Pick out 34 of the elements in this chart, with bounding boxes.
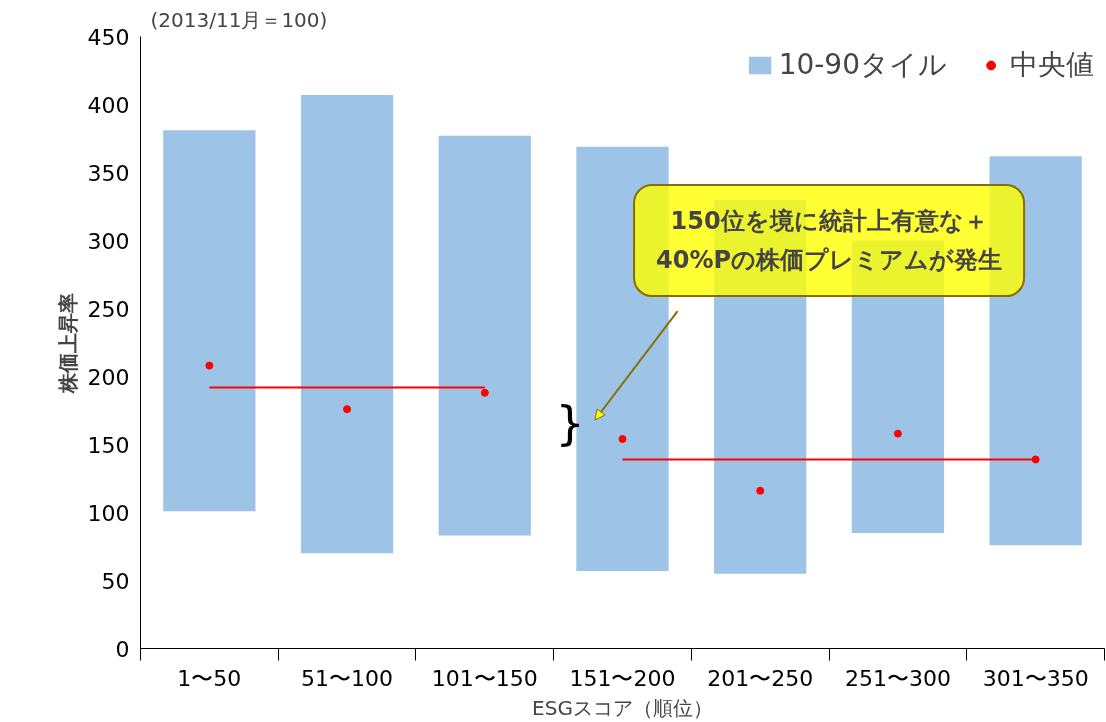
point: [205, 361, 214, 370]
x-axis-title: ESGスコア（順位）: [532, 695, 713, 720]
point: [1031, 455, 1040, 464]
y-tick-label: 50: [101, 568, 130, 594]
point: [343, 405, 352, 414]
bar: [438, 135, 531, 536]
x-tick-label: 201〜250: [707, 665, 814, 691]
legend-label: 中央値: [1010, 47, 1094, 83]
x-tick-label: 151〜200: [569, 665, 676, 691]
point: [618, 435, 627, 444]
chart-subtitle: (2013/11月＝100): [150, 7, 328, 32]
point: [756, 486, 765, 495]
bar: [163, 130, 256, 512]
legend-label: 10-90タイル: [778, 47, 947, 83]
bar: [300, 94, 394, 554]
y-tick-label: 250: [87, 296, 130, 322]
x-tick-label: 101〜150: [431, 665, 538, 691]
y-tick-label: 300: [87, 228, 130, 254]
y-tick-label: 0: [115, 636, 130, 662]
y-tick-label: 400: [87, 92, 130, 118]
annotation: }: [555, 396, 585, 451]
x-tick-label: 1〜50: [177, 665, 242, 691]
x-tick-label: 301〜350: [982, 665, 1089, 691]
x-tick-label: 51〜100: [301, 665, 394, 691]
y-axis-title: 株価上昇率: [55, 292, 80, 394]
y-tick-label: 450: [87, 24, 130, 50]
y-tick-label: 150: [87, 432, 130, 458]
y-tick-label: 350: [87, 160, 130, 186]
annotation: 150位を境に統計上有意な＋ 40%Pの株価プレミアムが発生: [656, 206, 1003, 275]
y-tick-label: 100: [87, 500, 130, 526]
point: [480, 388, 489, 397]
x-tick-label: 251〜300: [844, 665, 951, 691]
y-tick-label: 200: [87, 364, 130, 390]
point: [893, 429, 902, 438]
